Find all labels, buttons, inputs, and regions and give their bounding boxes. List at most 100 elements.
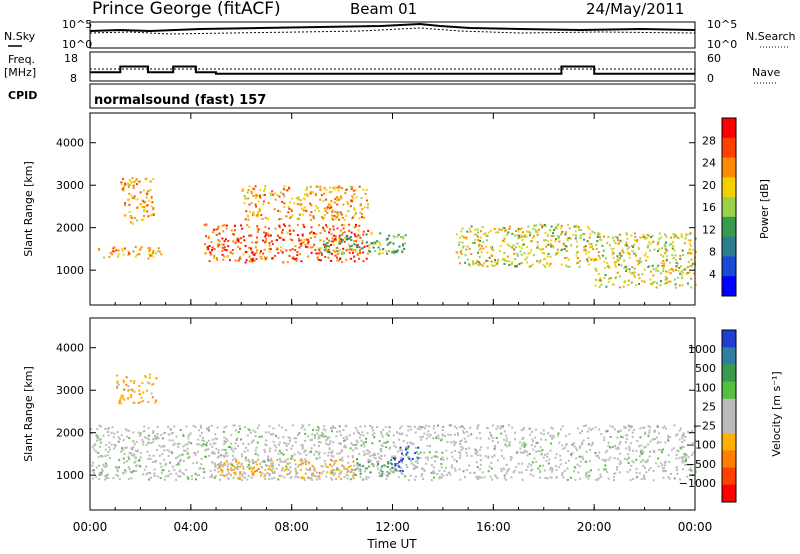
data-point: [382, 248, 385, 251]
data-point: [152, 255, 155, 258]
data-point: [550, 245, 553, 248]
data-point: [582, 439, 585, 442]
data-point: [254, 194, 257, 197]
data-point: [608, 266, 611, 269]
data-point: [326, 471, 329, 474]
data-point: [630, 442, 632, 445]
data-point: [127, 388, 130, 391]
data-point: [401, 461, 404, 464]
data-point: [152, 430, 155, 433]
data-point: [133, 443, 136, 446]
data-point: [94, 450, 97, 453]
data-point: [326, 436, 329, 439]
data-point: [507, 231, 510, 234]
data-point: [508, 424, 511, 427]
data-point: [277, 436, 280, 439]
data-point: [247, 464, 250, 467]
data-point: [337, 259, 340, 262]
data-point: [635, 458, 638, 461]
data-point: [361, 247, 364, 250]
data-point: [352, 475, 354, 478]
data-point: [301, 242, 303, 244]
data-point: [147, 401, 150, 404]
data-point: [140, 396, 143, 399]
data-point: [133, 197, 136, 200]
data-point: [667, 454, 670, 457]
data-point: [590, 469, 592, 472]
data-point: [620, 264, 623, 267]
data-point: [315, 478, 318, 481]
data-point: [660, 449, 663, 451]
data-point: [622, 285, 625, 288]
data-point: [439, 475, 441, 478]
data-point: [230, 442, 233, 445]
colorbar-frame: [721, 117, 737, 297]
noise-right-label: N.Search: [746, 30, 796, 43]
data-point: [100, 468, 103, 471]
data-point: [297, 196, 300, 199]
data-point: [662, 270, 665, 273]
data-point: [264, 241, 267, 243]
data-point: [117, 249, 120, 252]
data-point: [145, 465, 148, 468]
data-point: [267, 201, 270, 204]
data-point: [277, 452, 280, 455]
data-point: [326, 207, 329, 210]
data-point: [595, 248, 598, 250]
data-point: [332, 441, 335, 444]
data-point: [445, 473, 448, 476]
data-point: [363, 454, 366, 457]
data-point: [557, 236, 560, 239]
data-point: [639, 451, 642, 453]
data-point: [252, 466, 255, 469]
data-point: [201, 436, 204, 439]
data-point: [183, 449, 185, 452]
data-point: [136, 179, 139, 182]
data-point: [367, 450, 370, 453]
data-point: [259, 196, 262, 199]
data-point: [271, 257, 274, 260]
data-point: [101, 455, 104, 458]
data-point: [179, 458, 182, 461]
data-point: [300, 477, 303, 480]
data-point: [377, 463, 379, 465]
data-point: [212, 442, 215, 445]
data-point: [148, 199, 151, 202]
data-point: [136, 198, 139, 201]
data-point: [505, 260, 508, 262]
data-point: [672, 257, 675, 259]
data-point: [563, 470, 566, 472]
data-point: [536, 260, 538, 263]
data-point: [244, 472, 247, 475]
data-point: [643, 478, 646, 481]
data-point: [331, 214, 334, 217]
data-point: [500, 425, 502, 428]
data-point: [419, 436, 422, 438]
data-point: [317, 444, 320, 447]
data-point: [686, 271, 689, 274]
data-point: [224, 238, 227, 241]
data-point: [521, 235, 524, 238]
data-point: [610, 247, 613, 250]
data-point: [338, 234, 341, 237]
data-point: [227, 446, 230, 448]
data-point: [336, 430, 339, 433]
data-point: [551, 437, 554, 440]
data-point: [568, 433, 571, 436]
data-point: [475, 452, 478, 455]
data-point: [341, 224, 344, 227]
data-point: [335, 199, 338, 202]
data-point: [547, 255, 550, 258]
data-point: [466, 230, 469, 233]
data-point: [308, 424, 311, 427]
data-point: [154, 252, 157, 255]
data-point: [246, 478, 249, 481]
data-point: [675, 269, 677, 271]
data-point: [548, 264, 551, 267]
data-point: [356, 243, 359, 246]
data-point: [254, 452, 257, 455]
data-point: [541, 449, 544, 452]
data-point: [571, 452, 574, 455]
data-point: [529, 231, 532, 234]
data-point: [334, 235, 337, 238]
